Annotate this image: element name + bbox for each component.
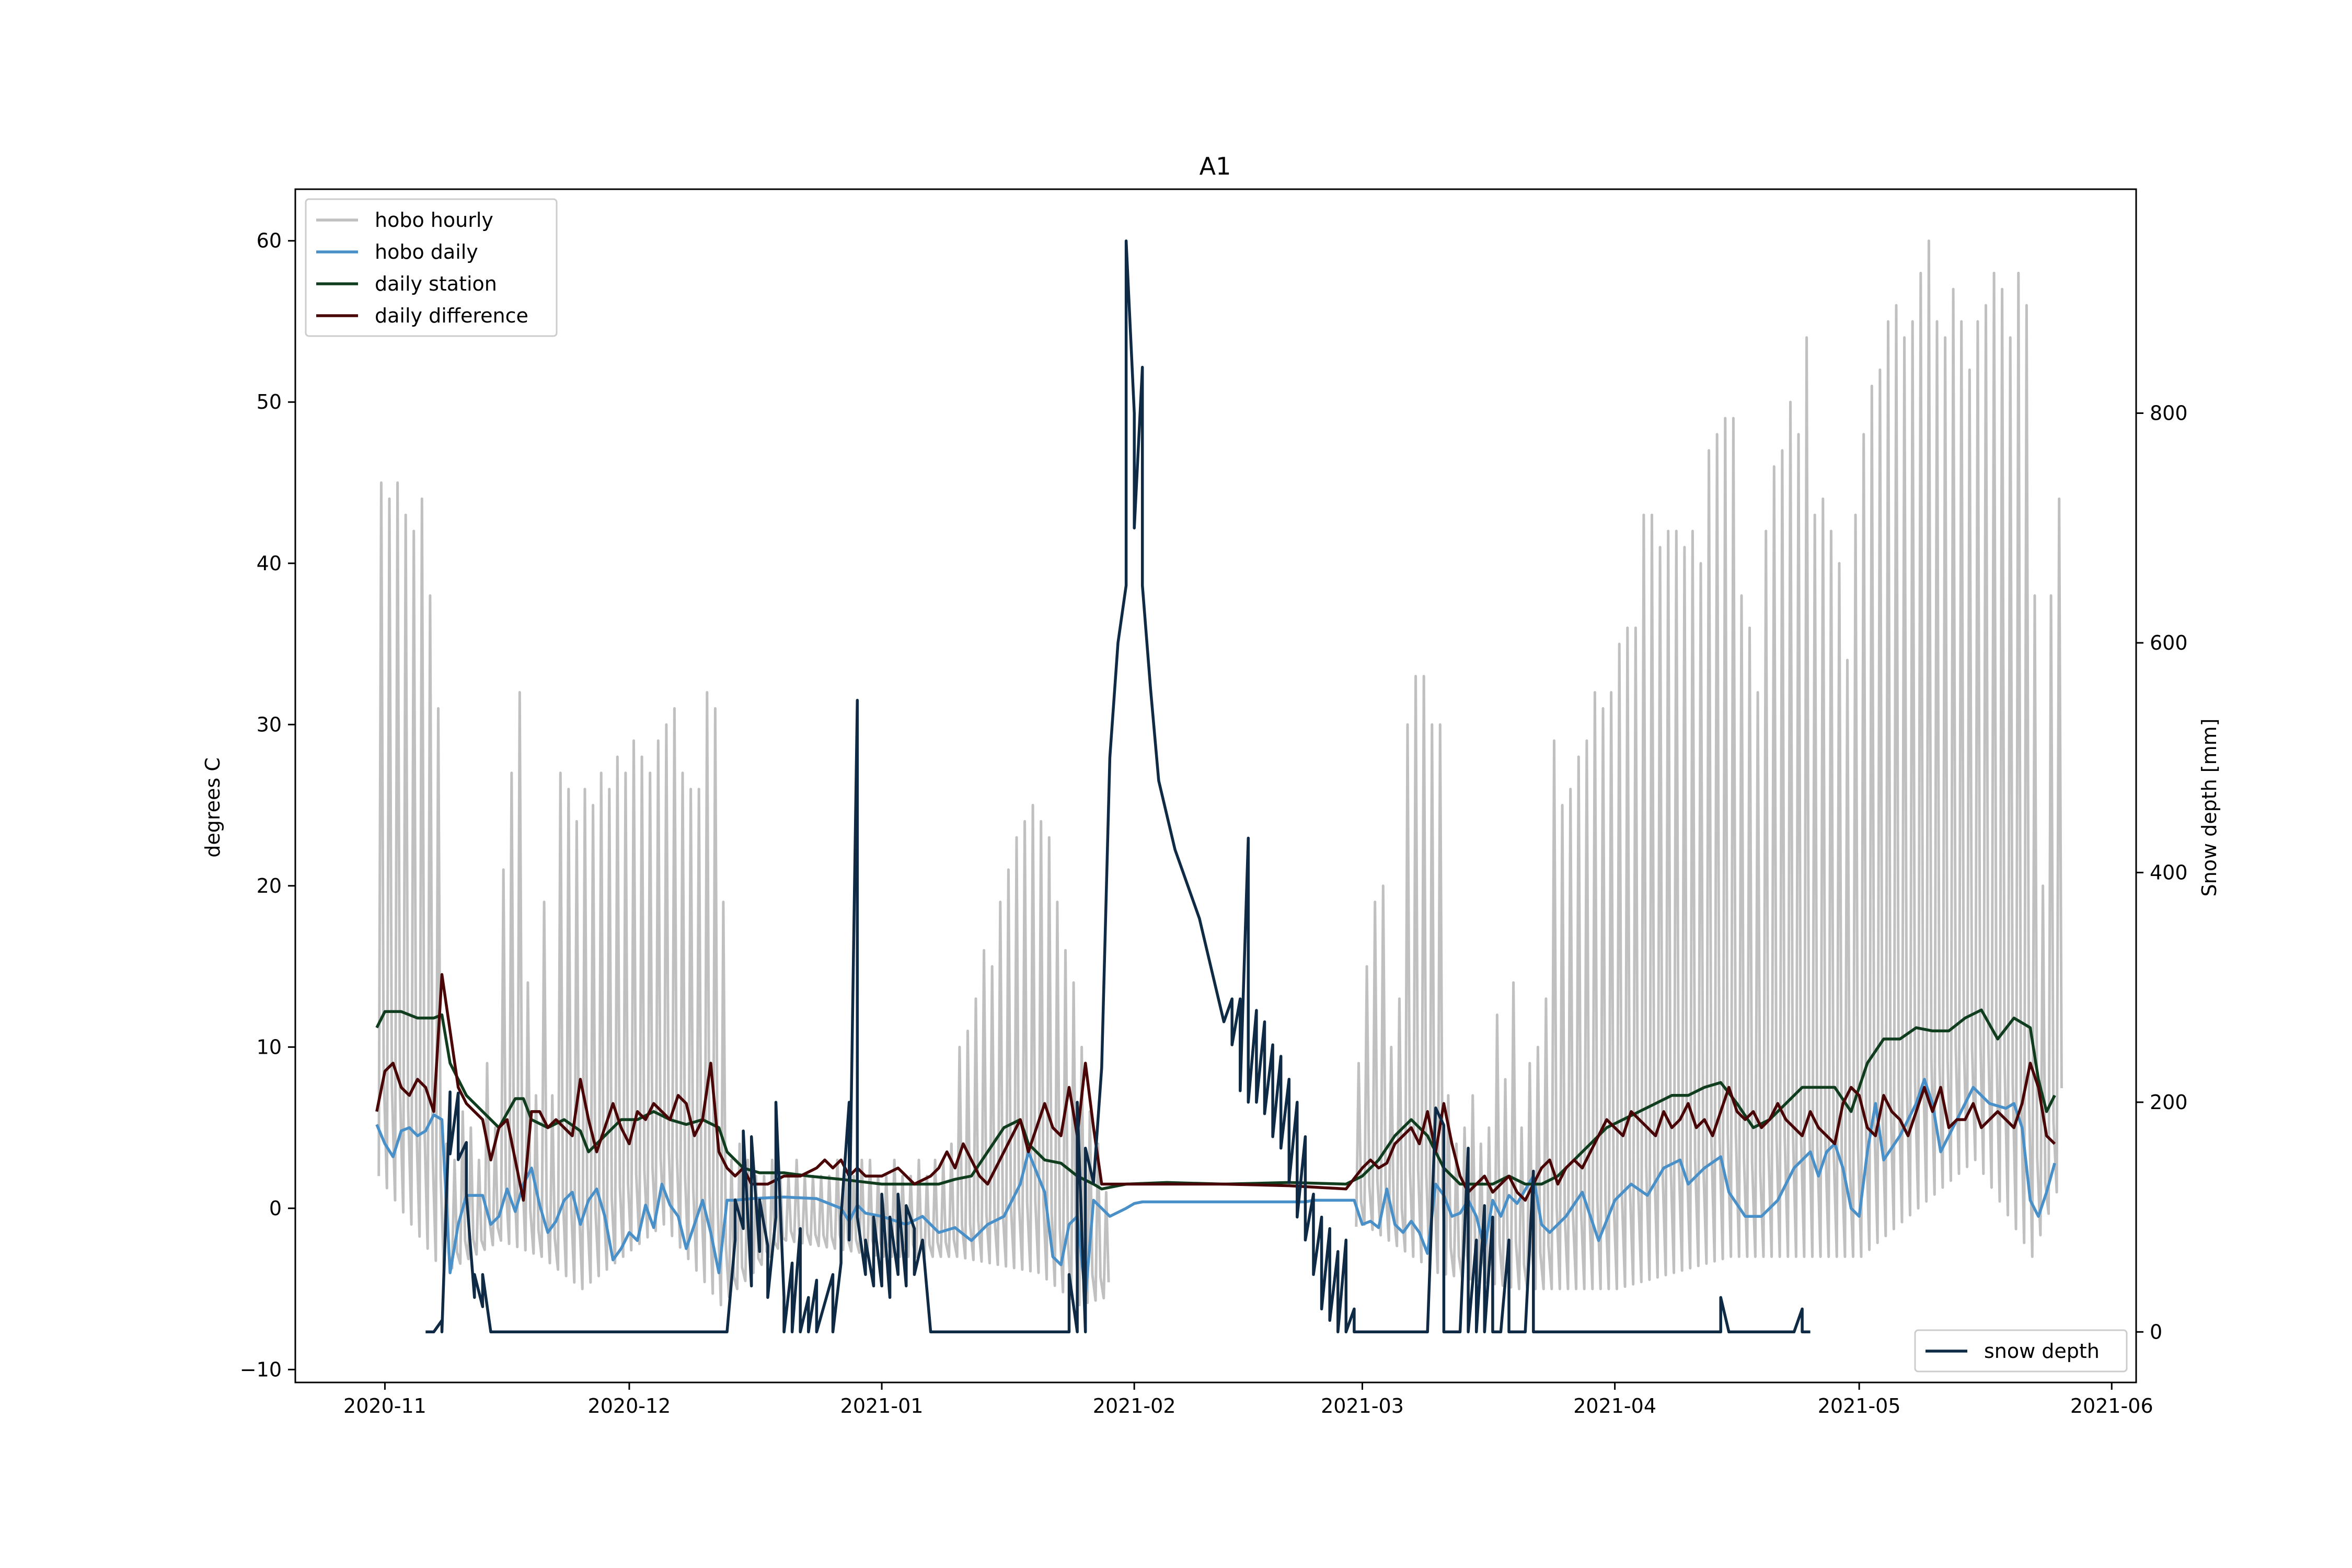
- legend-label: hobo daily: [375, 240, 478, 263]
- series-hobo-daily-line: [375, 1078, 2056, 1299]
- x-tick-label: 2021-04: [1573, 1394, 1656, 1417]
- plot-area: [375, 239, 2063, 1334]
- y-tick-label: 30: [257, 713, 282, 736]
- series-daily-difference-line: [375, 973, 2056, 1202]
- y2-tick-label: 0: [2150, 1320, 2162, 1343]
- legend-box: [1914, 1329, 2128, 1373]
- x-tick-label: 2020-12: [588, 1394, 671, 1417]
- legend-label: snow depth: [1984, 1340, 2100, 1363]
- legend-label: hobo hourly: [375, 209, 493, 232]
- y-tick-label: 20: [257, 874, 282, 897]
- y-tick-label: 10: [257, 1035, 282, 1058]
- x-axis: 2020-11 2020-12 2021-01 2021-02 2021-03 2021-…: [343, 1382, 2153, 1417]
- x-tick-label: 2021-03: [1321, 1394, 1404, 1417]
- y2-axis-label: Snow depth [mm]: [2198, 719, 2221, 897]
- y-tick-label: 0: [269, 1197, 282, 1220]
- legend-box: [305, 198, 558, 337]
- series-hobo-hourly-line: [377, 481, 1110, 1307]
- series-hobo-hourly-line: [1355, 239, 2063, 1290]
- y2-tick-label: 400: [2150, 861, 2188, 884]
- chart-title: A1: [1200, 152, 1231, 180]
- plot-lines: [375, 239, 2063, 1334]
- x-tick-label: 2021-05: [1818, 1394, 1901, 1417]
- legend-label: daily station: [375, 272, 497, 295]
- x-tick-label: 2021-06: [2070, 1394, 2153, 1417]
- y-tick-label: 50: [257, 390, 282, 413]
- y2-tick-label: 800: [2150, 401, 2188, 424]
- legend-upper-left: hobo hourly hobo daily daily station daily …: [305, 198, 558, 337]
- plot-frame: [294, 188, 2137, 1383]
- x-tick-label: 2021-02: [1093, 1394, 1176, 1417]
- y-axis-left: −10 0 10 20 30 40 50 60: [240, 229, 295, 1381]
- legend-label: daily difference: [375, 304, 528, 327]
- y2-tick-label: 200: [2150, 1091, 2188, 1114]
- y2-tick-label: 600: [2150, 631, 2188, 654]
- y-tick-label: 60: [257, 229, 282, 252]
- y-axis-right: 0 200 400 600 800: [2136, 401, 2188, 1343]
- x-tick-label: 2021-01: [840, 1394, 924, 1417]
- y-tick-label: 40: [257, 552, 282, 575]
- legend-lower-right: snow depth: [1914, 1329, 2128, 1373]
- x-tick-label: 2020-11: [343, 1394, 426, 1417]
- y-axis-label: degrees C: [201, 757, 224, 858]
- y-tick-label: −10: [240, 1358, 282, 1381]
- series-snow-depth-line: [425, 239, 1811, 1334]
